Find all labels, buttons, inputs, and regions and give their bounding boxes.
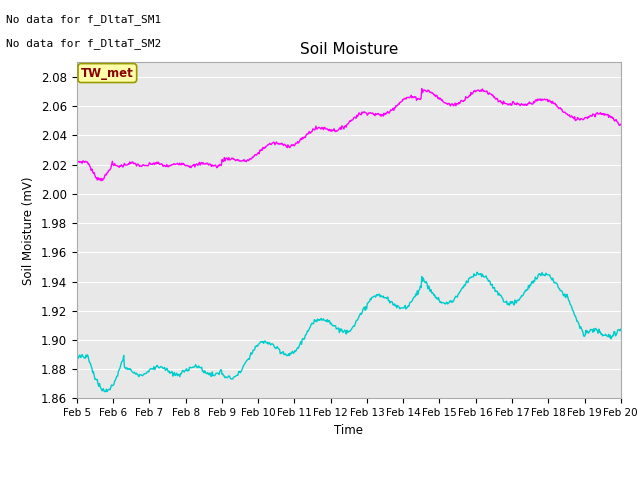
CS615_SM1 [223,156,231,161]
Title: Soil Moisture: Soil Moisture [300,42,398,57]
CS615_SM1 [416,96,424,102]
CS615_SM1 [418,86,426,92]
CS615_SM1 [617,121,625,127]
CS615_SM1 [195,161,202,167]
CS615_SM1 [140,162,147,168]
CS615_SM2 [140,372,147,378]
CS615_SM1 [73,157,81,163]
CS615_SM1 [83,159,90,165]
CS615_SM2 [416,287,424,293]
CS615_SM2 [431,295,439,300]
Text: No data for f_DltaT_SM2: No data for f_DltaT_SM2 [6,38,162,49]
Line: CS615_SM2: CS615_SM2 [77,272,621,392]
CS615_SM1 [433,92,440,98]
CS615_SM2 [195,363,202,369]
Text: TW_met: TW_met [81,67,134,80]
CS615_SM2 [73,355,81,361]
CS615_SM2 [223,375,231,381]
CS615_SM2 [102,389,109,395]
CS615_SM2 [473,269,481,275]
Y-axis label: Soil Moisture (mV): Soil Moisture (mV) [22,176,35,285]
Line: CS615_SM1: CS615_SM1 [77,89,621,180]
CS615_SM2 [617,326,625,332]
CS615_SM2 [83,354,90,360]
X-axis label: Time: Time [334,424,364,437]
Text: No data for f_DltaT_SM1: No data for f_DltaT_SM1 [6,14,162,25]
CS615_SM1 [97,178,105,183]
